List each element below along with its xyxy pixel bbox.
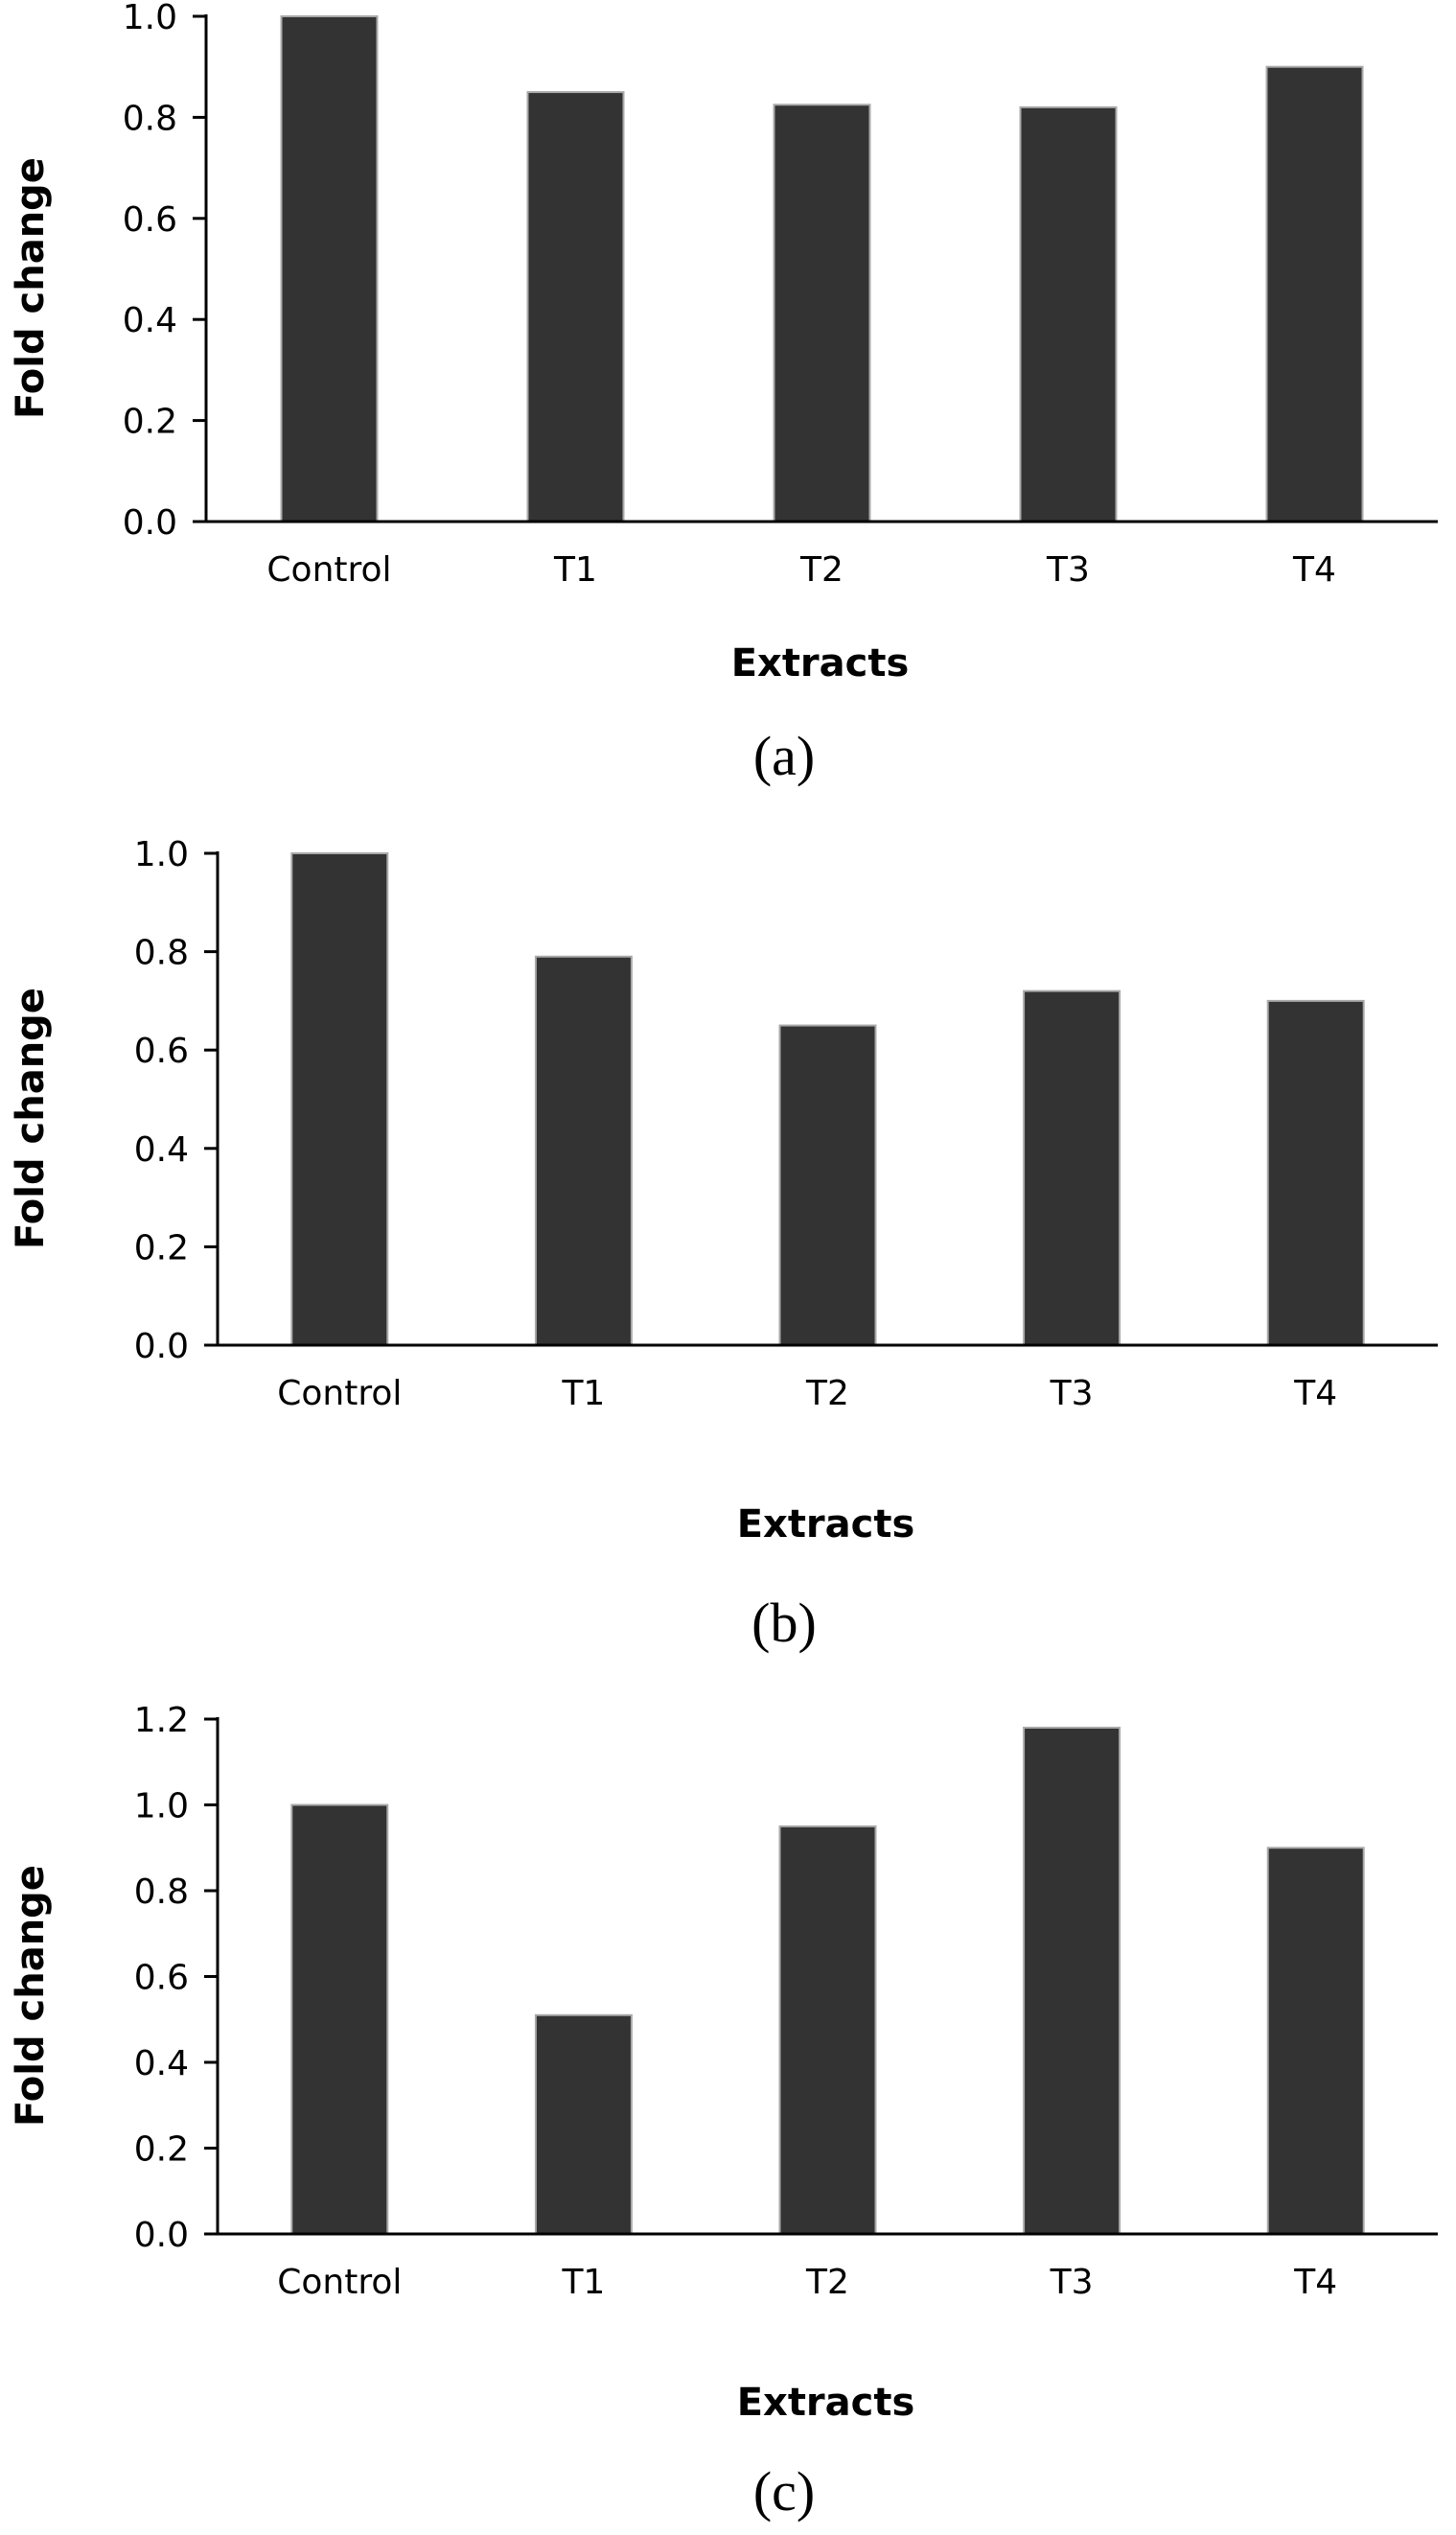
y-tick-label: 0.2 xyxy=(123,403,177,442)
y-tick-label: 0.2 xyxy=(134,2130,189,2170)
y-tick-label: 0.6 xyxy=(134,1032,189,1071)
panel-label: (b) xyxy=(751,1592,817,1654)
bar-t4 xyxy=(1266,999,1365,1347)
y-axis-title: Fold change xyxy=(9,1865,53,2127)
y-tick-label: 0.0 xyxy=(134,2216,189,2255)
y-axis-title: Fold change xyxy=(9,988,53,1249)
y-tick-label: 1.2 xyxy=(134,1701,189,1740)
y-tick-label: 0.4 xyxy=(134,2044,189,2083)
x-tick-label: Control xyxy=(266,550,391,590)
x-tick-label: T3 xyxy=(1050,1374,1094,1413)
bar-t2 xyxy=(773,104,871,523)
y-tick-label: 0.6 xyxy=(134,1959,189,1998)
charts-layer: Control T1 T2 T3 T4 0.0 0.2 0.4 0.6 0.8 1.0 Extract… xyxy=(9,0,1438,2523)
x-tick-label: T4 xyxy=(1293,2263,1337,2302)
bar-t4 xyxy=(1265,65,1364,523)
bar-t3 xyxy=(1023,989,1121,1346)
y-tick-label: 0.8 xyxy=(134,934,189,973)
panel-label: (a) xyxy=(753,725,815,787)
bar-t1 xyxy=(534,955,633,1346)
y-tick-label: 0.0 xyxy=(134,1327,189,1366)
x-tick-label: T4 xyxy=(1293,1374,1337,1413)
y-tick-label: 0.8 xyxy=(123,99,177,138)
y-tick-label: 0.4 xyxy=(134,1130,189,1170)
y-tick-label: 0.4 xyxy=(123,301,177,340)
y-tick-label: 0.8 xyxy=(134,1872,189,1912)
chart-panel-3: Control T1 T2 T3 T4 0.0 0.2 0.4 0.6 0.8 1.0 1.2 Extr… xyxy=(9,1701,1438,2523)
bar-control xyxy=(290,852,389,1346)
x-tick-label: T2 xyxy=(805,2263,849,2302)
x-tick-label: T3 xyxy=(1050,2263,1094,2302)
x-axis-title: Extracts xyxy=(731,641,910,686)
y-tick-label: 0.0 xyxy=(123,503,177,543)
y-axis-title: Fold change xyxy=(9,157,53,419)
x-tick-label: T3 xyxy=(1046,550,1090,590)
x-tick-label: T1 xyxy=(561,1374,605,1413)
chart-panel-2: Control T1 T2 T3 T4 0.0 0.2 0.4 0.6 0.8 1.0 Extract… xyxy=(9,835,1438,1654)
bar-t3 xyxy=(1019,105,1118,523)
x-tick-label: Control xyxy=(277,2263,402,2302)
bar-t2 xyxy=(778,1825,877,2235)
x-tick-label: T1 xyxy=(553,550,597,590)
x-tick-label: T4 xyxy=(1292,550,1336,590)
chart-panel-1: Control T1 T2 T3 T4 0.0 0.2 0.4 0.6 0.8 1.0 Extract… xyxy=(9,0,1438,787)
y-tick-label: 0.2 xyxy=(134,1228,189,1268)
x-axis-title: Extracts xyxy=(737,2381,915,2425)
y-tick-label: 1.0 xyxy=(134,835,189,874)
x-tick-label: T2 xyxy=(805,1374,849,1413)
y-tick-label: 1.0 xyxy=(123,0,177,37)
bar-t1 xyxy=(526,91,625,523)
bar-control xyxy=(280,15,379,523)
x-axis-title: Extracts xyxy=(737,1502,915,1547)
x-tick-label: Control xyxy=(277,1374,402,1413)
panel-label: (c) xyxy=(753,2460,815,2523)
bar-t3 xyxy=(1023,1726,1121,2235)
x-tick-label: T1 xyxy=(561,2263,605,2302)
bar-t4 xyxy=(1266,1847,1365,2235)
bar-control xyxy=(290,1803,389,2235)
y-tick-label: 1.0 xyxy=(134,1787,189,1826)
bar-t2 xyxy=(778,1024,877,1347)
x-tick-label: T2 xyxy=(799,550,844,590)
y-tick-label: 0.6 xyxy=(123,200,177,240)
bar-t1 xyxy=(534,2013,633,2235)
